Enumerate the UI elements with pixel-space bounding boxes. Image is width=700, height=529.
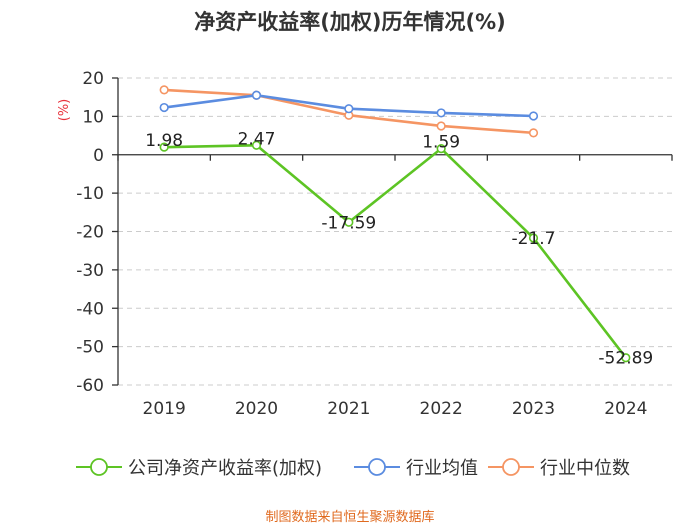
- legend: 公司净资产收益率(加权) 行业均值 行业中位数: [76, 458, 630, 479]
- x-tick-label: 2021: [327, 399, 370, 419]
- grid-layer: [118, 77, 672, 386]
- series-1: [159, 90, 539, 121]
- y-tick-label: 10: [82, 107, 104, 127]
- x-tick-label: 2024: [604, 399, 647, 419]
- data-point[interactable]: [436, 108, 446, 118]
- data-label: -21.7: [512, 229, 556, 249]
- data-point[interactable]: [251, 90, 262, 100]
- legend-label: 行业中位数: [540, 458, 630, 479]
- series-layer: [159, 85, 631, 363]
- y-tick-label: -20: [76, 223, 104, 243]
- data-label: 1.98: [145, 131, 183, 151]
- axis-layer: 20 10 0 -10 -20 -30 -40 -50 -60 2019 2020 2021 2022 2…: [76, 69, 673, 419]
- legend-label: 行业均值: [406, 458, 478, 479]
- data-label: -52.89: [598, 349, 653, 369]
- x-tick-label: 2019: [143, 399, 186, 419]
- x-tick-label: 2023: [512, 399, 555, 419]
- y-tick-label: -40: [76, 299, 104, 319]
- y-tick-label: 0: [93, 146, 104, 166]
- legend-item-0[interactable]: 公司净资产收益率(加权): [76, 458, 322, 479]
- series-0: [159, 140, 631, 363]
- x-tick-label: 2020: [235, 399, 278, 419]
- data-point[interactable]: [436, 144, 446, 154]
- data-point[interactable]: [528, 128, 539, 138]
- data-point[interactable]: [528, 233, 539, 243]
- y-tick-label: -50: [76, 338, 104, 358]
- data-label-layer: 1.98 2.47 -17.59 1.59 -21.7 -52.89: [145, 129, 653, 368]
- data-point[interactable]: [621, 353, 631, 363]
- legend-marker: [90, 458, 108, 476]
- legend-item-2[interactable]: 行业中位数: [488, 458, 630, 479]
- y-tick-label: 20: [82, 69, 104, 89]
- legend-item-1[interactable]: 行业均值: [354, 458, 478, 479]
- y-tick-label: -30: [76, 261, 104, 281]
- data-point[interactable]: [251, 140, 262, 150]
- legend-marker: [368, 458, 386, 476]
- data-point[interactable]: [159, 102, 169, 113]
- data-point[interactable]: [159, 142, 169, 152]
- data-label: -17.59: [321, 213, 376, 233]
- y-axis-unit-label: (%): [57, 99, 72, 122]
- legend-marker: [502, 458, 520, 476]
- data-label: 1.59: [422, 133, 460, 153]
- chart-title: 净资产收益率(加权)历年情况(%): [194, 10, 505, 34]
- x-tick-label: 2022: [420, 399, 463, 419]
- source-note: 制图数据来自恒生聚源数据库: [265, 509, 434, 525]
- data-point[interactable]: [528, 111, 539, 121]
- series-line: [164, 143, 627, 359]
- y-tick-label: -60: [76, 376, 104, 396]
- data-point[interactable]: [159, 85, 169, 95]
- data-label: 2.47: [238, 129, 276, 149]
- legend-label: 公司净资产收益率(加权): [128, 458, 322, 479]
- data-point[interactable]: [344, 217, 354, 227]
- data-point[interactable]: [344, 104, 354, 114]
- y-tick-label: -10: [76, 184, 104, 204]
- data-point[interactable]: [436, 121, 446, 131]
